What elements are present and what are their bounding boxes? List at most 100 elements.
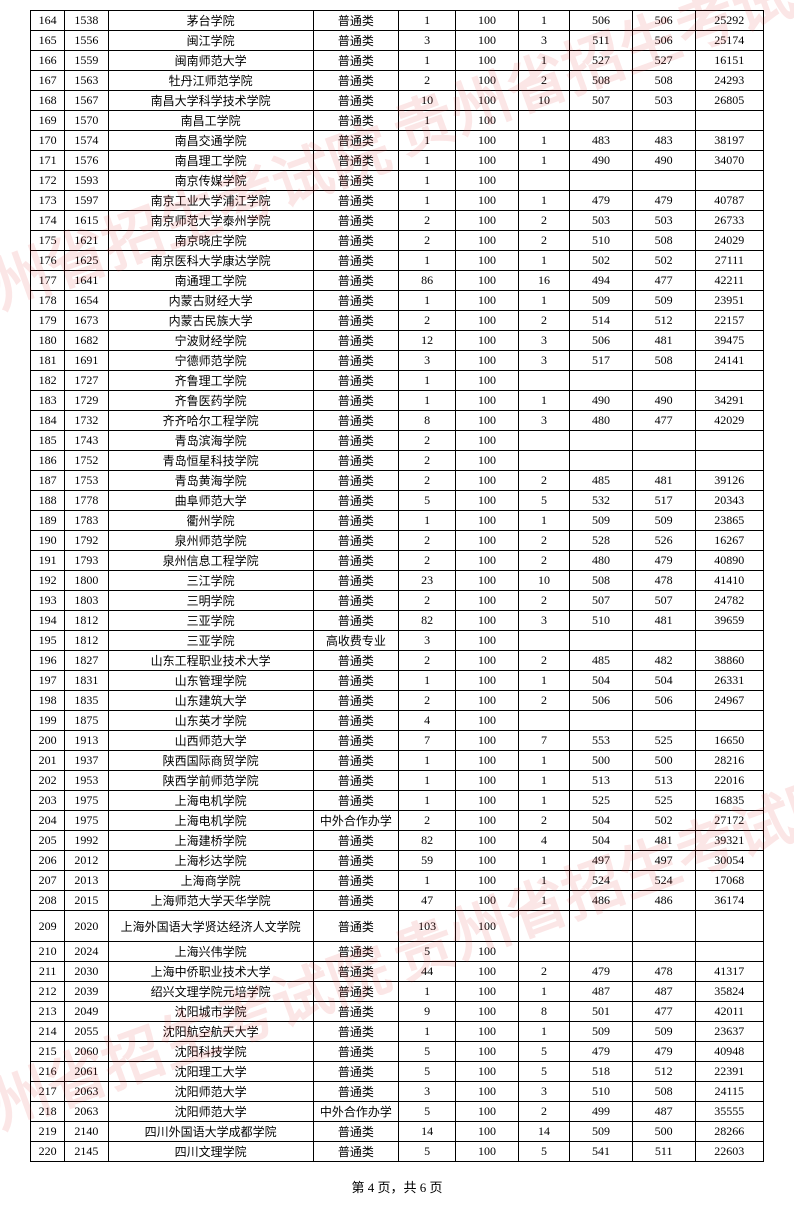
table-cell: 100 — [456, 911, 519, 942]
table-row: 1871753青岛黄海学院普通类2100248548139126 — [31, 471, 764, 491]
table-cell: 86 — [399, 271, 456, 291]
table-cell: 508 — [632, 1082, 695, 1102]
table-cell: 511 — [632, 1142, 695, 1162]
table-cell: 481 — [632, 471, 695, 491]
table-cell: 1 — [399, 151, 456, 171]
table-cell: 23951 — [695, 291, 763, 311]
table-cell: 1 — [518, 191, 569, 211]
table-cell: 7 — [518, 731, 569, 751]
table-cell: 25174 — [695, 31, 763, 51]
table-cell: 1800 — [65, 571, 108, 591]
table-cell: 191 — [31, 551, 65, 571]
table-cell — [695, 911, 763, 942]
table-cell: 1 — [518, 1022, 569, 1042]
table-cell: 481 — [632, 831, 695, 851]
table-cell: 3 — [518, 611, 569, 631]
table-cell: 497 — [632, 851, 695, 871]
table-cell: 普通类 — [313, 962, 398, 982]
table-cell: 175 — [31, 231, 65, 251]
table-cell: 100 — [456, 1062, 519, 1082]
table-cell: 100 — [456, 651, 519, 671]
table-cell: 20343 — [695, 491, 763, 511]
table-cell: 沈阳师范大学 — [108, 1082, 313, 1102]
table-cell: 490 — [632, 391, 695, 411]
table-cell: 1567 — [65, 91, 108, 111]
table-cell: 南昌工学院 — [108, 111, 313, 131]
table-cell: 34070 — [695, 151, 763, 171]
table-cell: 1975 — [65, 791, 108, 811]
table-cell: 527 — [632, 51, 695, 71]
table-cell: 504 — [570, 671, 633, 691]
table-cell: 3 — [518, 1082, 569, 1102]
table-cell: 480 — [570, 411, 633, 431]
table-cell: 1570 — [65, 111, 108, 131]
table-cell: 茅台学院 — [108, 11, 313, 31]
table-cell: 183 — [31, 391, 65, 411]
table-cell: 173 — [31, 191, 65, 211]
table-cell: 普通类 — [313, 131, 398, 151]
table-cell: 2 — [518, 71, 569, 91]
table-cell: 1 — [399, 391, 456, 411]
table-row: 1911793泉州信息工程学院普通类2100248047940890 — [31, 551, 764, 571]
table-cell: 186 — [31, 451, 65, 471]
table-cell — [695, 431, 763, 451]
table-cell: 100 — [456, 511, 519, 531]
table-cell — [632, 451, 695, 471]
table-cell: 2145 — [65, 1142, 108, 1162]
table-cell: 483 — [632, 131, 695, 151]
table-cell: 180 — [31, 331, 65, 351]
table-cell: 普通类 — [313, 411, 398, 431]
table-cell: 曲阜师范大学 — [108, 491, 313, 511]
table-cell: 2024 — [65, 942, 108, 962]
table-cell: 100 — [456, 171, 519, 191]
table-row: 1881778曲阜师范大学普通类5100553251720343 — [31, 491, 764, 511]
table-cell: 3 — [518, 331, 569, 351]
table-cell: 513 — [570, 771, 633, 791]
table-cell: 泉州信息工程学院 — [108, 551, 313, 571]
table-row: 1991875山东英才学院普通类4100 — [31, 711, 764, 731]
table-cell: 1 — [518, 51, 569, 71]
table-cell: 2063 — [65, 1102, 108, 1122]
table-cell: 1 — [518, 871, 569, 891]
table-cell: 普通类 — [313, 911, 398, 942]
table-cell: 100 — [456, 151, 519, 171]
table-cell: 187 — [31, 471, 65, 491]
table-cell: 2 — [518, 231, 569, 251]
table-cell: 100 — [456, 311, 519, 331]
table-cell: 24967 — [695, 691, 763, 711]
table-cell — [518, 942, 569, 962]
table-cell: 483 — [570, 131, 633, 151]
table-cell: 普通类 — [313, 831, 398, 851]
table-cell: 2 — [399, 431, 456, 451]
table-cell: 526 — [632, 531, 695, 551]
table-cell — [632, 711, 695, 731]
table-cell: 22157 — [695, 311, 763, 331]
table-cell: 215 — [31, 1042, 65, 1062]
table-cell: 内蒙古财经大学 — [108, 291, 313, 311]
table-cell: 479 — [570, 962, 633, 982]
table-cell: 宁德师范学院 — [108, 351, 313, 371]
table-cell: 普通类 — [313, 851, 398, 871]
table-cell: 39475 — [695, 331, 763, 351]
table-cell — [570, 371, 633, 391]
table-cell: 507 — [570, 591, 633, 611]
table-row: 1921800三江学院普通类231001050847841410 — [31, 571, 764, 591]
table-cell: 2012 — [65, 851, 108, 871]
table-cell: 100 — [456, 631, 519, 651]
table-cell: 1975 — [65, 811, 108, 831]
table-cell: 1 — [399, 511, 456, 531]
table-cell: 167 — [31, 71, 65, 91]
table-cell: 527 — [570, 51, 633, 71]
table-cell: 506 — [570, 691, 633, 711]
table-cell: 1753 — [65, 471, 108, 491]
table-row: 1941812三亚学院普通类82100351048139659 — [31, 611, 764, 631]
table-cell: 1682 — [65, 331, 108, 351]
table-cell: 196 — [31, 651, 65, 671]
table-cell: 4 — [399, 711, 456, 731]
table-cell: 39659 — [695, 611, 763, 631]
table-cell: 486 — [570, 891, 633, 911]
table-cell: 35824 — [695, 982, 763, 1002]
table-cell: 192 — [31, 571, 65, 591]
table-cell: 506 — [632, 31, 695, 51]
table-cell — [570, 431, 633, 451]
